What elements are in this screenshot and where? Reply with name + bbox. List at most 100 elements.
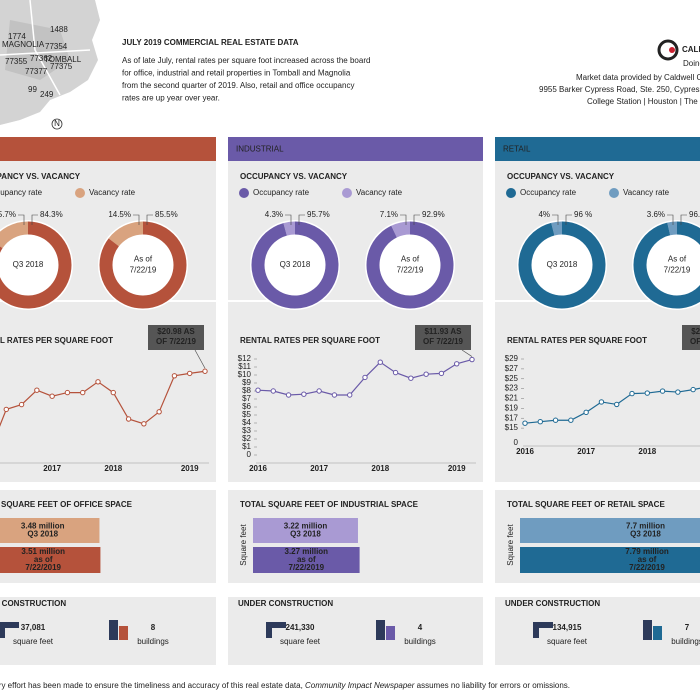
rent-point — [644, 390, 650, 396]
building-icon — [119, 626, 128, 640]
leader-line — [146, 214, 153, 225]
space-bar — [520, 547, 700, 573]
space-bar — [253, 518, 358, 543]
building-icon — [109, 620, 118, 640]
section-title: RENTAL RATES PER SQUARE FOOT — [507, 336, 647, 345]
y-tick-label: $17 — [505, 413, 519, 422]
rent-point — [141, 421, 147, 427]
rent-point — [377, 359, 383, 365]
occupancy-label: 92.9% — [422, 210, 445, 219]
rent-point — [331, 392, 338, 398]
rent-point — [347, 392, 353, 398]
annotation-text: $20.98 AS — [157, 327, 195, 336]
footer-part: Every effort has been made to ensure the… — [0, 681, 305, 690]
legend-label: Vacancy rate — [356, 188, 403, 197]
space-bar — [253, 547, 360, 573]
rent-point — [552, 417, 559, 423]
building-icon — [386, 626, 395, 640]
occupancy-label: 85.5% — [155, 210, 178, 219]
legend-swatch — [506, 188, 516, 198]
y-tick-label: $29 — [505, 354, 519, 363]
section-header — [495, 137, 700, 161]
vacancy-label: 4.3% — [265, 210, 283, 219]
sqft-label: square feet — [280, 637, 321, 646]
legend-swatch — [239, 188, 249, 198]
section-header — [0, 137, 216, 161]
rent-point — [583, 409, 589, 416]
y-tick-label: 0 — [247, 450, 252, 459]
annotation-box — [682, 325, 700, 350]
rent-point — [110, 389, 116, 396]
y-tick-label: $10 — [238, 370, 252, 379]
map — [0, 0, 100, 130]
bar-label: Q3 2018 — [630, 530, 661, 539]
legend-label: Occupancy rate — [0, 188, 43, 197]
donut-label: Q3 2018 — [280, 260, 311, 269]
bar-label: Q3 2018 — [290, 530, 321, 539]
y-tick-label: $19 — [505, 403, 519, 412]
y-tick-label: $23 — [505, 384, 519, 393]
section-title: OCCUPANCY VS. VACANCY — [507, 172, 615, 181]
annotation-text: $25.60 AS — [691, 327, 700, 336]
vacancy-arc — [667, 221, 678, 236]
occupancy-arc — [251, 221, 339, 309]
legend-label: Vacancy rate — [89, 188, 136, 197]
occupancy-label: 96 % — [574, 210, 592, 219]
bar-label: 7.79 million — [625, 547, 669, 556]
rent-point — [3, 406, 9, 413]
map-label: 77354 — [45, 42, 68, 51]
rent-point — [469, 356, 475, 363]
donut-label: Q3 2018 — [13, 260, 44, 269]
building-icon — [643, 620, 652, 640]
donut-label: As of — [134, 255, 153, 264]
map-zone — [5, 20, 70, 80]
panel — [495, 597, 700, 665]
legend-swatch — [342, 188, 352, 198]
map-label: 77377 — [25, 67, 48, 76]
vacancy-arc — [108, 221, 144, 247]
occupancy-arc — [633, 221, 700, 309]
rent-point — [18, 401, 25, 408]
donut-label: Q3 2018 — [547, 260, 578, 269]
rent-point — [49, 393, 55, 399]
bar-label: 7.7 million — [626, 522, 665, 531]
leader-line — [285, 214, 292, 225]
buildings-label: buildings — [671, 637, 700, 646]
rent-point — [423, 371, 429, 377]
map-roads — [0, 0, 91, 96]
map-label: MAGNOLIA — [2, 40, 45, 49]
vacancy-label: 4% — [538, 210, 550, 219]
rent-point — [629, 390, 635, 397]
north-arrow — [51, 118, 63, 130]
section-header — [228, 137, 483, 161]
section-title: RENTAL RATES PER SQUARE FOOT — [240, 336, 380, 345]
bar-label: 3.51 million — [21, 547, 65, 556]
buildings-value: 7 — [685, 623, 690, 632]
vacancy-label: 7.1% — [380, 210, 398, 219]
rent-point — [392, 369, 399, 376]
buildings-label: buildings — [137, 637, 169, 646]
rent-point — [95, 379, 101, 385]
rent-point — [408, 375, 414, 381]
legend-swatch — [609, 188, 619, 198]
map-label: 99 — [28, 85, 37, 94]
legend-label: Vacancy rate — [623, 188, 670, 197]
x-tick-label: 2019 — [448, 464, 466, 473]
y-tick-label: $21 — [505, 394, 519, 403]
rent-point — [125, 416, 132, 422]
axis-label: Square feet — [239, 524, 248, 566]
y-tick-label: $9 — [242, 378, 251, 387]
logo-dot — [669, 47, 675, 53]
vacancy-label: 15.7% — [0, 210, 16, 219]
vacancy-arc — [0, 221, 29, 249]
y-tick-label: $4 — [242, 418, 251, 427]
occupancy-arc — [366, 221, 454, 309]
sqft-value: 134,915 — [553, 623, 582, 632]
rent-point — [659, 388, 666, 394]
rent-point — [156, 409, 162, 415]
bar-label: as of — [34, 555, 53, 564]
section-title: UNDER CONSTRUCTION — [0, 599, 66, 608]
credit-line: Market data provided by Caldwell Compani… — [576, 73, 700, 82]
axis-label: Square feet — [506, 524, 515, 566]
